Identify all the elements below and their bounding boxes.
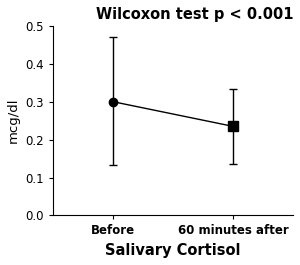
Text: Wilcoxon test p < 0.001: Wilcoxon test p < 0.001 bbox=[96, 7, 293, 22]
X-axis label: Salivary Cortisol: Salivary Cortisol bbox=[105, 243, 241, 258]
Y-axis label: mcg/dl: mcg/dl bbox=[7, 98, 20, 143]
